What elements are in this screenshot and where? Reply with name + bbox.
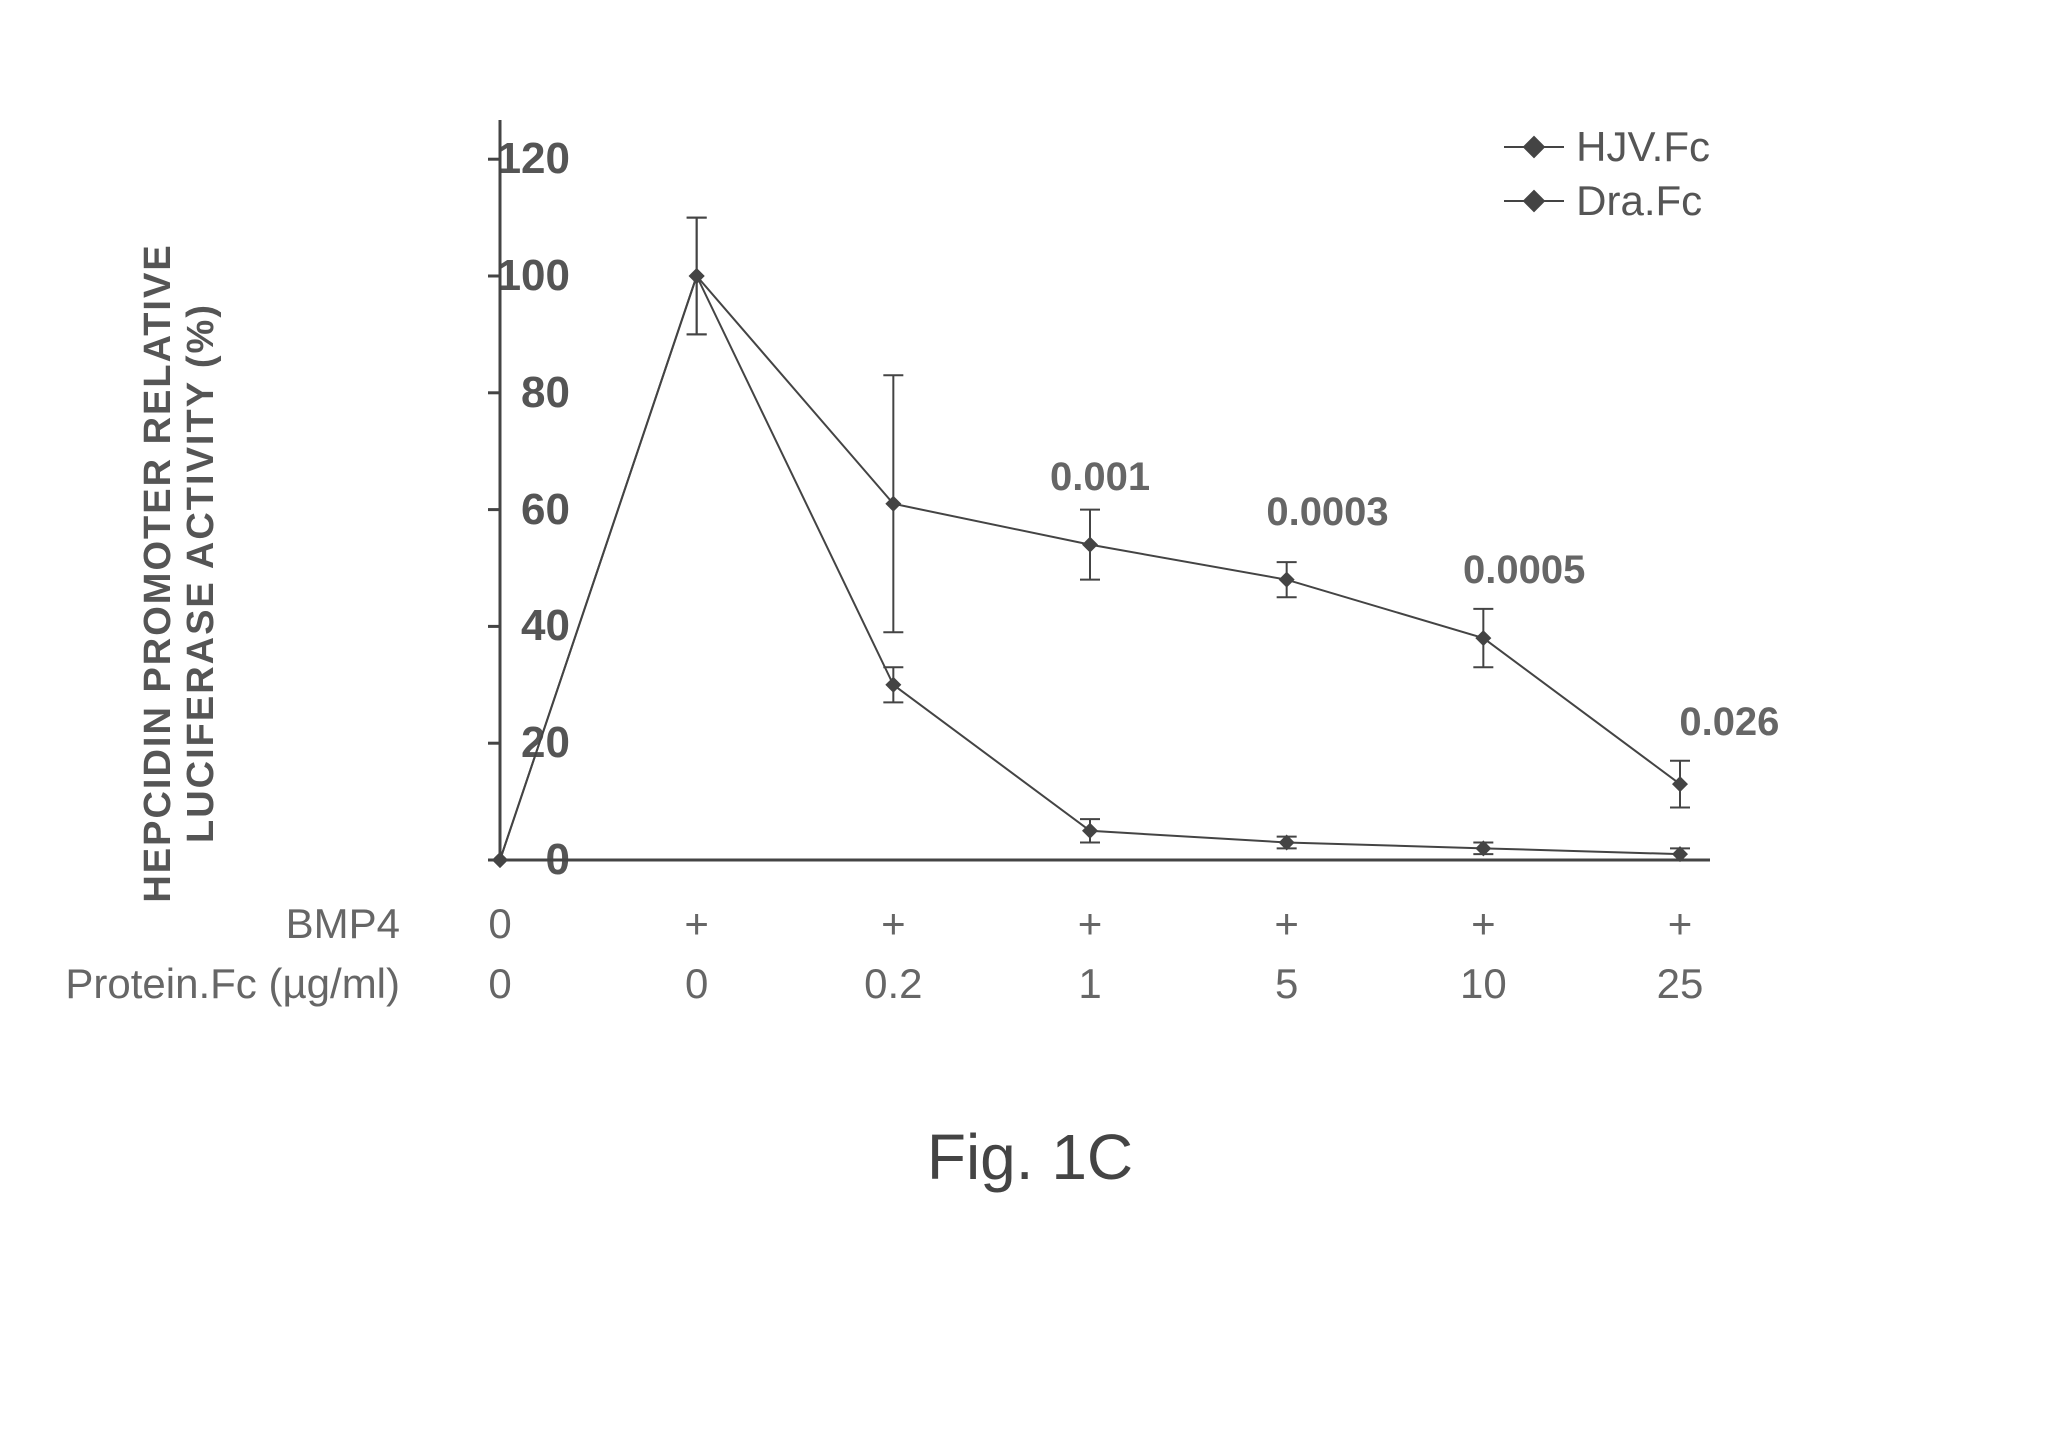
legend-label-hjv: HJV.Fc bbox=[1576, 123, 1710, 171]
x-row2-value: 25 bbox=[1657, 960, 1704, 1008]
legend: HJV.Fc Dra.Fc bbox=[1504, 120, 1710, 228]
figure-caption: Fig. 1C bbox=[927, 1120, 1133, 1194]
plot-area: HJV.Fc Dra.Fc 0.0010.00030.00050.026 bbox=[430, 110, 1730, 870]
chart-container: HEPCIDIN PROMOTER RELATIVE LUCIFERASE AC… bbox=[170, 80, 1890, 1380]
y-axis-label-line2: LUCIFERASE ACTIVITY (%) bbox=[180, 243, 223, 902]
x-row1-label: BMP4 bbox=[286, 900, 400, 948]
p-value-annotation: 0.0003 bbox=[1266, 490, 1388, 535]
x-row1-value: + bbox=[1274, 900, 1299, 948]
x-row2-value: 10 bbox=[1460, 960, 1507, 1008]
x-row1-value: + bbox=[1668, 900, 1693, 948]
y-axis-label-line1: HEPCIDIN PROMOTER RELATIVE bbox=[137, 243, 180, 902]
p-value-annotation: 0.0005 bbox=[1463, 548, 1585, 593]
p-value-annotation: 0.026 bbox=[1679, 700, 1779, 745]
legend-row-hjv: HJV.Fc bbox=[1504, 120, 1710, 174]
x-row1-value: 0 bbox=[488, 900, 511, 948]
legend-label-dra: Dra.Fc bbox=[1576, 177, 1702, 225]
x-row2-value: 0.2 bbox=[864, 960, 922, 1008]
legend-marker bbox=[1504, 200, 1564, 202]
x-row2-value: 0 bbox=[685, 960, 708, 1008]
x-row2-value: 1 bbox=[1078, 960, 1101, 1008]
x-row1-value: + bbox=[1078, 900, 1103, 948]
y-axis-label: HEPCIDIN PROMOTER RELATIVE LUCIFERASE AC… bbox=[137, 243, 223, 902]
x-row2-value: 0 bbox=[488, 960, 511, 1008]
x-row1-value: + bbox=[1471, 900, 1496, 948]
legend-marker bbox=[1504, 146, 1564, 148]
x-row2-label: Protein.Fc (µg/ml) bbox=[65, 960, 400, 1008]
legend-row-dra: Dra.Fc bbox=[1504, 174, 1710, 228]
x-row1-value: + bbox=[881, 900, 906, 948]
x-row2-value: 5 bbox=[1275, 960, 1298, 1008]
p-value-annotation: 0.001 bbox=[1050, 455, 1150, 500]
x-row1-value: + bbox=[684, 900, 709, 948]
